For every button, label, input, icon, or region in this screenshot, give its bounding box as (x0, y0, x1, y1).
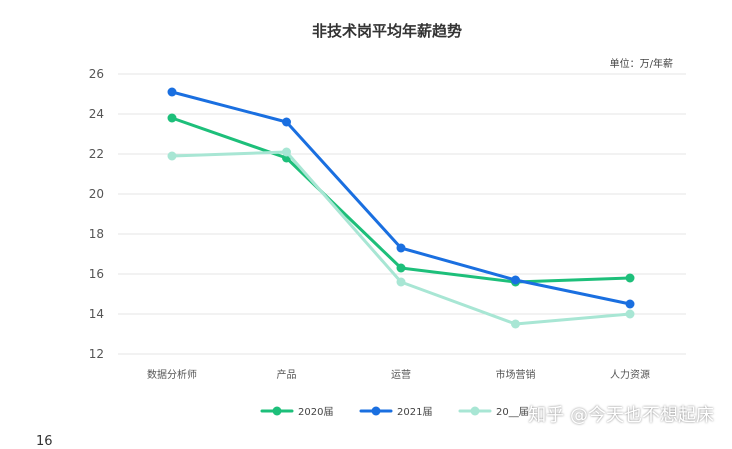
x-tick-label: 运营 (391, 368, 411, 381)
y-tick-label: 14 (89, 307, 104, 321)
y-tick-label: 22 (89, 147, 104, 161)
page-number: 16 (36, 434, 53, 449)
y-tick-label: 24 (89, 107, 104, 121)
series-line-2 (170, 150, 632, 326)
x-axis: 数据分析师 产品 运营 市场营销 人力资源 (147, 368, 650, 381)
y-tick-label: 12 (89, 347, 104, 361)
data-point (625, 299, 635, 309)
legend-label: 20__届 (496, 406, 529, 418)
data-point (282, 117, 291, 127)
legend-marker (272, 406, 282, 416)
legend: 2020届 2021届 20__届 (260, 406, 529, 418)
x-tick-label: 产品 (277, 368, 297, 381)
data-point (511, 275, 520, 285)
data-point (167, 87, 177, 97)
watermark: 知乎 @今天也不想起床 (528, 405, 714, 426)
data-point (511, 319, 520, 329)
y-tick-label: 26 (89, 67, 104, 81)
legend-marker (470, 406, 480, 416)
data-point (625, 273, 635, 283)
y-tick-label: 18 (89, 227, 104, 241)
y-tick-label: 20 (89, 187, 104, 201)
data-point (167, 113, 177, 123)
unit-label: 单位：万/年薪 (610, 57, 673, 70)
legend-marker (371, 406, 381, 416)
series-line-0 (170, 116, 632, 284)
data-point (396, 263, 406, 273)
x-tick-label: 人力资源 (610, 368, 650, 381)
grid-lines (118, 73, 686, 355)
series-group (167, 87, 635, 329)
chart-title: 非技术岗平均年薪趋势 (312, 22, 462, 40)
y-tick-label: 16 (89, 267, 104, 281)
data-point (396, 243, 406, 253)
legend-label: 2020届 (298, 406, 333, 418)
data-point (625, 309, 635, 319)
y-axis: 12 14 16 18 20 22 24 26 (89, 67, 104, 361)
data-point (282, 147, 291, 157)
x-tick-label: 市场营销 (496, 368, 536, 381)
x-tick-label: 数据分析师 (147, 368, 197, 381)
data-point (396, 277, 406, 287)
data-point (167, 151, 177, 161)
legend-label: 2021届 (397, 406, 432, 418)
